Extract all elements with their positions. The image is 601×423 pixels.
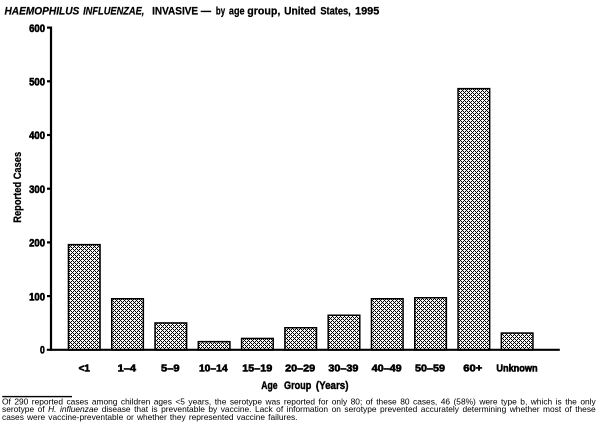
svg-text:15–19: 15–19 xyxy=(242,363,272,375)
svg-text:HAEMOPHILUS: HAEMOPHILUS xyxy=(5,6,80,18)
svg-text:200: 200 xyxy=(29,238,45,250)
svg-text:States,: States, xyxy=(320,6,350,18)
svg-text:United: United xyxy=(284,6,316,18)
svg-text:50–59: 50–59 xyxy=(415,363,445,375)
svg-text:Group: Group xyxy=(284,380,312,392)
svg-text:Unknown: Unknown xyxy=(496,363,537,375)
svg-text:age: age xyxy=(229,6,245,18)
svg-text:INFLUENZAE,: INFLUENZAE, xyxy=(83,6,144,18)
svg-text:0: 0 xyxy=(40,345,45,357)
svg-text:20–29: 20–29 xyxy=(285,363,315,375)
svg-text:Age: Age xyxy=(261,380,277,392)
svg-text:cases were vaccine-preventable: cases were vaccine-preventable or whethe… xyxy=(2,412,298,422)
svg-text:<1: <1 xyxy=(79,363,91,375)
svg-text:60+: 60+ xyxy=(463,363,482,375)
svg-text:600: 600 xyxy=(29,23,45,35)
svg-text:1–4: 1–4 xyxy=(118,363,137,375)
svg-text:—: — xyxy=(201,6,211,18)
svg-text:10–14: 10–14 xyxy=(199,363,228,375)
svg-text:5–9: 5–9 xyxy=(161,363,180,375)
svg-text:40–49: 40–49 xyxy=(372,363,402,375)
svg-text:1995: 1995 xyxy=(355,6,379,18)
svg-text:100: 100 xyxy=(29,291,45,303)
svg-text:Reported Cases: Reported Cases xyxy=(12,152,24,223)
svg-text:300: 300 xyxy=(29,184,45,196)
svg-text:Of 290 reported cases among ch: Of 290 reported cases among children age… xyxy=(2,396,596,406)
svg-text:500: 500 xyxy=(29,77,45,89)
svg-text:(Years): (Years) xyxy=(316,380,349,392)
svg-text:serotype of H. influenzae dise: serotype of H. influenzae disease that i… xyxy=(2,404,596,414)
svg-text:by: by xyxy=(216,6,226,18)
svg-text:INVASIVE: INVASIVE xyxy=(152,6,198,18)
svg-text:30–39: 30–39 xyxy=(328,363,358,375)
svg-text:group,: group, xyxy=(247,6,280,18)
svg-text:400: 400 xyxy=(29,130,45,142)
